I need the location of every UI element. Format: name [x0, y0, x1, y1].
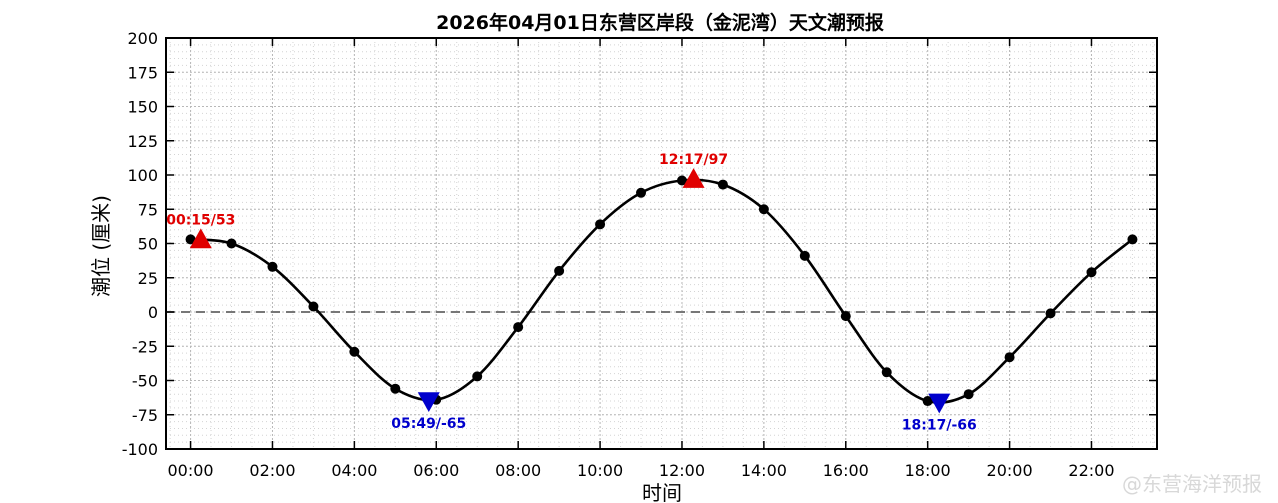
- tide-curve-line: [190, 178, 1134, 404]
- data-point: [595, 219, 606, 230]
- data-point: [636, 187, 647, 198]
- data-point: [472, 371, 483, 382]
- data-point: [676, 175, 687, 186]
- y-tick-label: 100: [127, 166, 158, 185]
- data-point: [267, 261, 278, 272]
- data-point: [1045, 308, 1056, 319]
- y-tick-label: 75: [138, 200, 158, 219]
- low-tide-marker: [417, 392, 440, 413]
- y-tick-label: 200: [127, 29, 158, 48]
- grid-lines: [166, 37, 1157, 450]
- x-tick-label: 20:00: [987, 461, 1033, 480]
- x-tick-label: 02:00: [249, 461, 295, 480]
- data-point: [1004, 352, 1015, 363]
- extreme-markers: 00:15/53 05:49/-65 12:17/97 18:17/-66: [166, 152, 977, 433]
- low-tide-marker: [928, 393, 951, 414]
- x-tick-label: 08:00: [495, 461, 541, 480]
- data-point: [881, 367, 892, 378]
- x-tick-label: 14:00: [741, 461, 787, 480]
- extreme-label: 18:17/-66: [902, 417, 977, 433]
- y-tick-label: 150: [127, 98, 158, 117]
- y-tick-label: -100: [122, 440, 158, 459]
- data-point: [308, 301, 319, 312]
- hourly-points: [185, 175, 1138, 407]
- data-point: [390, 383, 401, 394]
- data-point: [185, 234, 196, 245]
- x-tick-label: 12:00: [659, 461, 705, 480]
- high-tide-marker: [189, 228, 212, 249]
- y-tick-label: 50: [138, 235, 158, 254]
- x-axis-label: 时间: [642, 481, 682, 503]
- y-axis-ticks: 200 175 150 125 100 75 50 25 0 -25 -50 -75 -100: [122, 29, 1157, 459]
- data-point: [349, 346, 360, 357]
- y-axis-label: 潮位 (厘米): [89, 195, 113, 297]
- watermark-text: @东营海洋预报: [1122, 472, 1262, 496]
- data-point: [554, 265, 565, 276]
- data-point: [717, 179, 728, 190]
- y-tick-label: 0: [148, 303, 158, 322]
- data-point: [226, 238, 237, 249]
- x-tick-label: 06:00: [413, 461, 459, 480]
- x-tick-label: 18:00: [905, 461, 951, 480]
- x-tick-label: 22:00: [1068, 461, 1114, 480]
- x-axis-ticks: 00:00 02:00 04:00 06:00 08:00 10:00 12:00 14:00…: [168, 38, 1115, 480]
- data-point: [1086, 267, 1097, 278]
- data-point: [513, 322, 524, 333]
- plot-frame: [165, 37, 1158, 450]
- chart-title: 2026年04月01日东营区岸段（金泥湾）天文潮预报: [436, 11, 884, 34]
- extreme-label: 12:17/97: [659, 152, 728, 168]
- y-tick-label: -75: [132, 406, 158, 425]
- data-point: [1127, 234, 1138, 245]
- data-point: [758, 204, 769, 215]
- y-tick-label: 125: [127, 132, 158, 151]
- extreme-label: 05:49/-65: [391, 416, 466, 432]
- data-point: [840, 311, 851, 322]
- x-tick-label: 04:00: [331, 461, 377, 480]
- x-tick-label: 16:00: [823, 461, 869, 480]
- extreme-label: 00:15/53: [166, 212, 235, 228]
- y-tick-label: -50: [132, 372, 158, 391]
- high-tide-marker: [682, 168, 705, 188]
- y-tick-label: -25: [132, 337, 158, 356]
- data-point: [922, 396, 933, 407]
- data-point: [963, 389, 974, 400]
- data-point: [799, 250, 810, 261]
- y-tick-label: 175: [127, 63, 158, 82]
- y-tick-label: 25: [138, 269, 158, 288]
- x-tick-label: 10:00: [577, 461, 623, 480]
- x-tick-label: 00:00: [168, 461, 214, 480]
